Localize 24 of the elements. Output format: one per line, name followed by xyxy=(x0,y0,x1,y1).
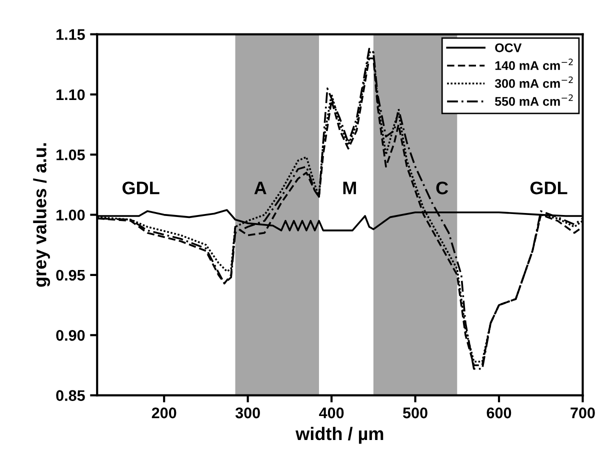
x-tick-label: 700 xyxy=(570,408,595,418)
x-axis-title: width / µm xyxy=(296,426,384,444)
x-tick-label: 400 xyxy=(319,408,344,418)
y-tick-label: 1.10 xyxy=(56,89,85,100)
legend-label: 140 mA cm$^{−2}$ xyxy=(495,58,573,70)
y-tick-label: 0.95 xyxy=(56,270,85,281)
x-tick-label: 500 xyxy=(403,408,428,418)
y-tick-label: 1.15 xyxy=(56,29,85,40)
x-tick-label: 300 xyxy=(235,408,260,418)
annotation: GDL xyxy=(530,182,568,194)
y-axis-title: grey values / a.u. xyxy=(33,143,50,287)
legend-label: 300 mA cm$^{−2}$ xyxy=(494,76,573,88)
x-tick-label: 600 xyxy=(486,408,512,418)
y-tick-label: 0.85 xyxy=(56,390,85,401)
band-label: A xyxy=(254,182,266,194)
y-tick-label: 1.00 xyxy=(56,210,85,220)
band-label: C xyxy=(436,182,448,194)
y-tick-label: 0.90 xyxy=(56,330,85,341)
legend-label: OCV xyxy=(495,43,522,52)
legend-label: 550 mA cm$^{−2}$ xyxy=(494,94,573,106)
annotation: M xyxy=(343,182,356,194)
y-tick-label: 1.05 xyxy=(56,149,85,160)
annotation: GDL xyxy=(122,182,160,194)
x-tick-label: 200 xyxy=(152,408,176,418)
